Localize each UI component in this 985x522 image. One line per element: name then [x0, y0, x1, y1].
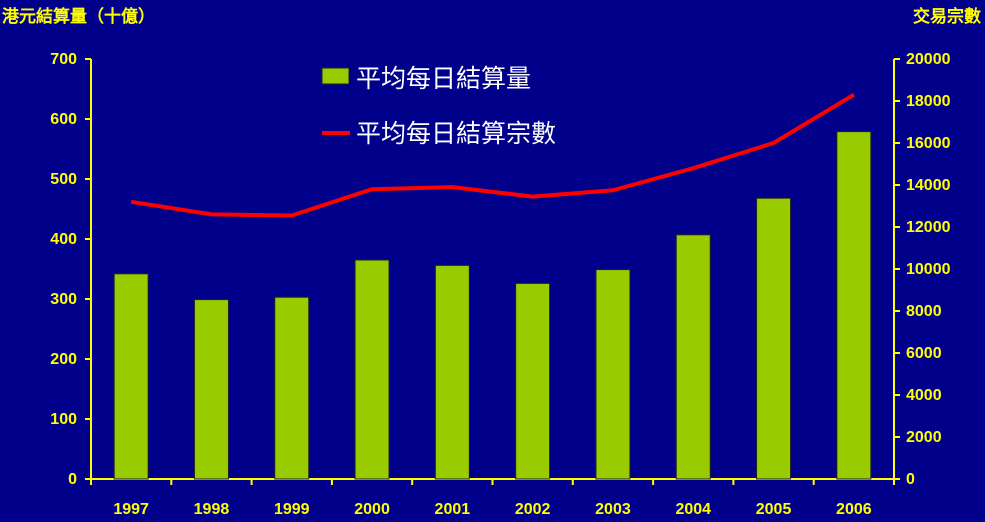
x-tick-label: 1999: [274, 501, 310, 518]
x-tick-label: 2005: [756, 501, 792, 518]
y2-tick-label: 0: [906, 471, 915, 488]
legend-swatch-bar: [321, 67, 350, 85]
y-tick-label: 600: [50, 111, 77, 128]
bar: [193, 299, 229, 480]
bar: [113, 273, 149, 480]
y2-tick-label: 6000: [906, 345, 942, 362]
legend-label-line: 平均每日結算宗數: [356, 119, 556, 148]
y2-tick-label: 8000: [906, 303, 942, 320]
x-tick-label: 2004: [675, 501, 711, 518]
series-line: [130, 92, 855, 218]
x-tick-label: 2002: [515, 501, 551, 518]
y2-tick-label: 12000: [906, 219, 951, 236]
legend-label-bar: 平均每日結算量: [356, 64, 531, 93]
y-axis-right-title: 交易宗數: [913, 7, 981, 27]
x-tick-label: 1998: [194, 501, 230, 518]
y-tick-label: 100: [50, 411, 77, 428]
y-tick-label: 200: [50, 351, 77, 368]
y-axis-left-title: 港元結算量（十億）: [2, 7, 155, 27]
bar: [515, 282, 551, 480]
x-tick-label: 2001: [435, 501, 471, 518]
x-tick-label: 2003: [595, 501, 631, 518]
y-tick-label: 500: [50, 171, 77, 188]
x-tick-label: 2000: [354, 501, 390, 518]
y2-tick-label: 18000: [906, 93, 951, 110]
y-tick-label: 0: [68, 471, 77, 488]
y2-tick-label: 10000: [906, 261, 951, 278]
y2-tick-label: 14000: [906, 177, 951, 194]
y2-tick-label: 2000: [906, 429, 942, 446]
bar: [354, 259, 390, 480]
y2-tick-label: 16000: [906, 135, 951, 152]
y-tick-label: 300: [50, 291, 77, 308]
bar: [434, 264, 470, 480]
bar: [595, 269, 631, 480]
y-tick-label: 700: [50, 51, 77, 68]
y2-tick-label: 4000: [906, 387, 942, 404]
bar: [274, 296, 310, 480]
bar: [756, 197, 792, 480]
y2-tick-label: 20000: [906, 51, 951, 68]
bar: [675, 234, 711, 480]
x-tick-label: 1997: [113, 501, 149, 518]
y-tick-label: 400: [50, 231, 77, 248]
bar: [836, 131, 872, 480]
x-tick-label: 2006: [836, 501, 872, 518]
